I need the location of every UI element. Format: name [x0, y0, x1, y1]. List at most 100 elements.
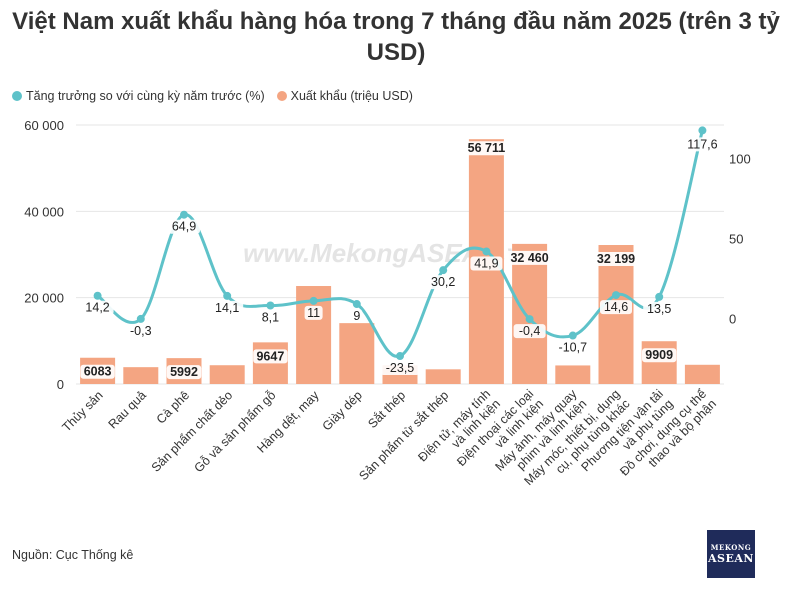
x-tick-label-line: Giày dép [320, 388, 365, 433]
legend-swatch-export [276, 91, 287, 101]
line-data-label-bg [513, 324, 546, 339]
line-data-label-bg [380, 361, 420, 376]
line-data-label-bg [211, 300, 244, 315]
bar [339, 323, 375, 384]
bar [512, 243, 548, 384]
growth-point [136, 314, 145, 323]
y-right-tick-label: 100 [729, 152, 751, 167]
bar-data-labels: 6083 5992 9647 56 711 32 460 32 199 9909 [80, 141, 677, 380]
y-right-tick-label: 0 [729, 311, 736, 326]
bar-data-label: 32 199 [597, 252, 635, 266]
bar-data-label: 9909 [645, 348, 673, 362]
x-tick-label: Sắt thép [365, 387, 409, 431]
x-tick-label-line: Rau quả [106, 388, 149, 431]
growth-point [525, 315, 534, 324]
line-data-label-bg [81, 300, 114, 315]
bar [123, 367, 159, 384]
logo-line1: MEKONG [710, 543, 752, 552]
line-data-labels: 14,2 -0,3 64,9 14,1 8,1 11 9 -23,5 30,2 41,9 -0,4 -… [81, 137, 722, 376]
growth-point [482, 247, 491, 256]
line-data-label: -10,7 [559, 341, 588, 355]
x-tick-label-line: Sắt thép [365, 387, 409, 431]
line-data-label: 64,9 [172, 220, 196, 234]
x-tick-label-line: Gỗ và sản phẩm gỗ [191, 387, 279, 475]
line-data-label-bg [600, 300, 632, 315]
legend-label-growth: Tăng trưởng so với cùng kỳ năm trước (%) [26, 89, 265, 103]
line-data-label: -0,4 [519, 324, 541, 338]
line-data-label: 13,5 [647, 302, 671, 316]
line-data-label-bg [168, 219, 200, 234]
growth-point [266, 301, 275, 310]
x-tick-label-line: Thủy sản [59, 388, 105, 434]
line-data-label-bg [682, 137, 722, 152]
line-data-label: 9 [353, 309, 360, 323]
bar-data-label: 6083 [84, 365, 112, 379]
x-tick-label: Rau quả [106, 388, 149, 431]
x-tick-label-line: Cà phê [154, 388, 192, 426]
x-tick-label: Thủy sản [59, 388, 105, 434]
growth-point [439, 266, 448, 275]
bar [209, 365, 245, 384]
source-note: Nguồn: Cục Thống kê [12, 548, 134, 562]
chart-title: Việt Nam xuất khẩu hàng hóa trong 7 thán… [12, 8, 780, 66]
bar-data-label-bg [504, 250, 555, 265]
growth-point [655, 292, 664, 301]
growth-point [352, 300, 361, 309]
growth-point [309, 296, 318, 305]
bar [598, 245, 634, 384]
growth-point [180, 210, 188, 219]
line-data-label: 14,6 [604, 300, 628, 314]
growth-point [568, 331, 577, 340]
x-tick-label: Giày dép [320, 388, 365, 433]
line-data-label-bg [257, 310, 283, 325]
bar [684, 364, 720, 384]
y-left-tick-label: 0 [57, 377, 64, 392]
line-data-label-bg [553, 340, 593, 355]
logo: MEKONG ASEAN [707, 530, 755, 578]
bar-data-label-bg [642, 348, 677, 363]
line-data-label: 14,2 [85, 301, 109, 315]
bar [555, 365, 591, 384]
y-axis-right: 0 50 100 [729, 152, 751, 327]
x-tick-label-line: Sản phẩm chất dẻo [149, 388, 236, 475]
y-axis-left: 0 20 000 40 000 60 000 [24, 118, 64, 392]
line-data-label-bg [427, 275, 460, 290]
bar [425, 369, 461, 384]
bar-data-label-bg [591, 252, 641, 267]
line-data-label: -0,3 [130, 324, 152, 338]
legend-item-export: Xuất khẩu (triệu USD) [276, 89, 413, 103]
bar-data-label-bg [80, 364, 115, 379]
growth-point [223, 291, 232, 300]
x-tick-label: Sản phẩm chất dẻo [149, 388, 236, 475]
line-data-label-bg [351, 309, 363, 324]
y-left-tick-label: 20 000 [24, 291, 64, 306]
line-data-label-bg [304, 305, 323, 320]
line-data-label: 11 [307, 306, 320, 320]
growth-point [698, 126, 707, 135]
bar-data-label-bg [461, 141, 512, 156]
bar-data-label: 5992 [170, 365, 198, 379]
growth-point [612, 291, 620, 300]
x-tick-label: Gỗ và sản phẩm gỗ [191, 387, 279, 475]
legend-item-growth: Tăng trưởng so với cùng kỳ năm trước (%) [12, 89, 265, 103]
logo-line2: ASEAN [708, 552, 754, 565]
line-data-label-bg [470, 256, 503, 271]
line-data-label: 30,2 [431, 275, 455, 289]
legend: Tăng trưởng so với cùng kỳ năm trước (%)… [12, 88, 413, 104]
line-data-label: 41,9 [474, 256, 498, 270]
line-series [93, 126, 707, 361]
bar-data-label: 9647 [256, 349, 284, 363]
bar-data-label: 56 711 [468, 141, 506, 155]
bar-data-label: 32 460 [510, 251, 548, 265]
growth-point [93, 291, 102, 300]
y-left-tick-label: 40 000 [24, 204, 64, 219]
line-data-label: 8,1 [262, 311, 279, 325]
y-right-tick-label: 50 [729, 232, 743, 247]
x-tick-label: Cà phê [154, 388, 192, 426]
legend-swatch-growth [12, 91, 22, 101]
line-data-label-bg [124, 323, 157, 338]
legend-label-export: Xuất khẩu (triệu USD) [290, 89, 413, 103]
line-data-label: -23,5 [386, 361, 415, 375]
